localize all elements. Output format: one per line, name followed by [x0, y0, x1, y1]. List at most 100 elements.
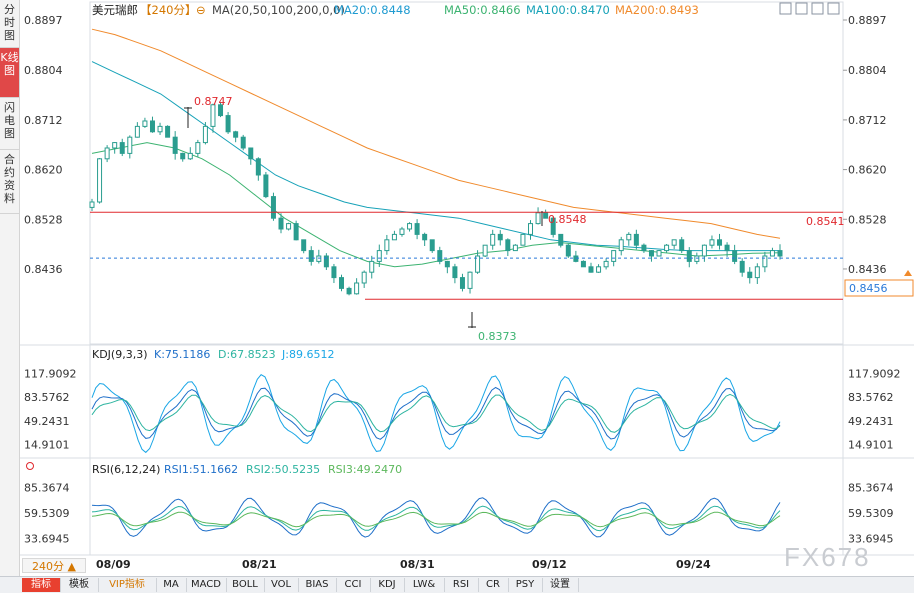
- ma200-path: [91, 28, 781, 239]
- tab-template[interactable]: 模板: [60, 578, 99, 592]
- date-label: 08/31: [400, 558, 435, 571]
- candle-body: [270, 196, 276, 219]
- candle-body: [626, 233, 632, 241]
- tab-lwr[interactable]: LW&: [404, 578, 445, 592]
- ma50-line: [91, 142, 781, 268]
- candle-body: [633, 233, 639, 246]
- current-price-tag: 0.8456: [844, 270, 914, 297]
- candle-body: [618, 239, 624, 252]
- price-tick-right: 0.8620: [848, 164, 887, 177]
- rsi3-value: RSI3:49.2470: [328, 463, 402, 476]
- candle-body: [354, 282, 360, 295]
- kline-chart[interactable]: 美元瑞郎 【240分】 ⊖ MA(20,50,100,200,0,0) MA20…: [20, 0, 914, 576]
- candle-body: [520, 233, 526, 246]
- zoom-in-icon[interactable]: [795, 2, 808, 15]
- candle-body: [732, 250, 738, 262]
- tab-ma[interactable]: MA: [156, 578, 187, 592]
- candle-body: [512, 244, 518, 252]
- candle-body: [452, 266, 458, 279]
- kdj-k: K:75.1186: [154, 348, 210, 361]
- candle-body: [565, 244, 571, 257]
- tab-vip-indicators[interactable]: VIP指标: [98, 578, 157, 592]
- candle-body: [747, 271, 753, 279]
- tab-rsi[interactable]: RSI: [444, 578, 479, 592]
- candle-body: [701, 244, 707, 257]
- candle-body: [459, 277, 465, 289]
- ma50-value: MA50:0.8466: [444, 3, 521, 17]
- osc-tick-left: 59.5309: [24, 507, 70, 520]
- candle-body: [301, 239, 307, 252]
- fullscreen-icon[interactable]: [827, 2, 840, 15]
- tab-contract-info[interactable]: 合约资料: [0, 150, 19, 214]
- tab-bias[interactable]: BIAS: [298, 578, 337, 592]
- indicator-tab-bar: 指标 模板 VIP指标 MA MACD BOLL VOL BIAS CCI KD…: [0, 576, 914, 593]
- tab-cr[interactable]: CR: [478, 578, 509, 592]
- panel-frames: [20, 1, 914, 556]
- mid-high-label: 0.8548: [548, 213, 587, 226]
- candle-body: [202, 125, 208, 144]
- rsi1-value: RSI1:51.1662: [164, 463, 238, 476]
- candle-body: [225, 115, 231, 133]
- osc-tick-left: 117.9092: [24, 367, 77, 380]
- tab-flash-chart[interactable]: 闪电图: [0, 98, 19, 150]
- candle-body: [739, 260, 745, 273]
- price-tick-left: 0.8804: [24, 64, 63, 77]
- candle-body: [119, 142, 125, 154]
- crosshair-icon[interactable]: [779, 2, 792, 15]
- settings-icon[interactable]: ⊖: [196, 3, 206, 17]
- kdj-k-line: [91, 386, 781, 440]
- chart-header: 美元瑞郎 【240分】 ⊖ MA(20,50,100,200,0,0) MA20…: [92, 3, 699, 17]
- candle-body: [218, 104, 224, 117]
- osc-tick-right: 83.5762: [848, 391, 894, 404]
- candle-body: [648, 250, 654, 257]
- candle-body: [376, 250, 382, 262]
- tab-vol[interactable]: VOL: [264, 578, 299, 592]
- candle-body: [482, 244, 488, 257]
- date-label: 08/21: [242, 558, 277, 571]
- tab-psy[interactable]: PSY: [508, 578, 543, 592]
- candle-body: [172, 136, 178, 154]
- osc-tick-left: 49.2431: [24, 415, 70, 428]
- date-label: 08/09: [96, 558, 131, 571]
- candle-body: [671, 239, 677, 246]
- candle-body: [308, 250, 314, 262]
- candle-body: [437, 250, 443, 262]
- candle-body: [414, 223, 420, 235]
- candle-body: [134, 125, 140, 138]
- price-annotations: 0.8747 0.8548 0.8373 0.8541: [184, 95, 845, 343]
- candle-body: [558, 233, 564, 246]
- candle-body: [286, 223, 292, 230]
- kdj-d: D:67.8523: [218, 348, 276, 361]
- tab-settings[interactable]: 设置: [542, 578, 579, 592]
- candle-body: [384, 239, 390, 252]
- candle-body: [724, 244, 730, 252]
- price-up-icon: [904, 270, 912, 276]
- candle-body: [656, 250, 662, 257]
- candle-body: [717, 239, 723, 246]
- price-tick-right: 0.8897: [848, 14, 887, 27]
- candle-body: [777, 250, 783, 257]
- tab-kline-chart[interactable]: K线图: [0, 48, 19, 98]
- candle-body: [127, 136, 133, 154]
- tab-kdj[interactable]: KDJ: [370, 578, 405, 592]
- candle-body: [361, 271, 367, 284]
- rsi-axis: 85.3674 85.3674 59.5309 59.5309 33.6945 33.69…: [24, 482, 894, 546]
- candle-body: [142, 120, 148, 127]
- tab-indicators[interactable]: 指标: [22, 578, 61, 592]
- high-label: 0.8747: [194, 95, 233, 108]
- watermark: FX678: [784, 542, 871, 572]
- zoom-out-icon[interactable]: [811, 2, 824, 15]
- tab-macd[interactable]: MACD: [186, 578, 227, 592]
- period-selector[interactable]: 240分 ▲: [22, 558, 86, 573]
- rsi1-line: [91, 497, 781, 538]
- candle-body: [664, 244, 670, 252]
- sun-icon[interactable]: [26, 462, 34, 470]
- tab-boll[interactable]: BOLL: [226, 578, 265, 592]
- candle-body: [709, 239, 715, 246]
- rsi2-value: RSI2:50.5235: [246, 463, 320, 476]
- tab-cci[interactable]: CCI: [336, 578, 371, 592]
- candle-body: [762, 255, 768, 268]
- tab-time-chart[interactable]: 分时图: [0, 0, 19, 48]
- osc-tick-left: 14.9101: [24, 439, 70, 452]
- period-label: 【240分】: [140, 3, 196, 17]
